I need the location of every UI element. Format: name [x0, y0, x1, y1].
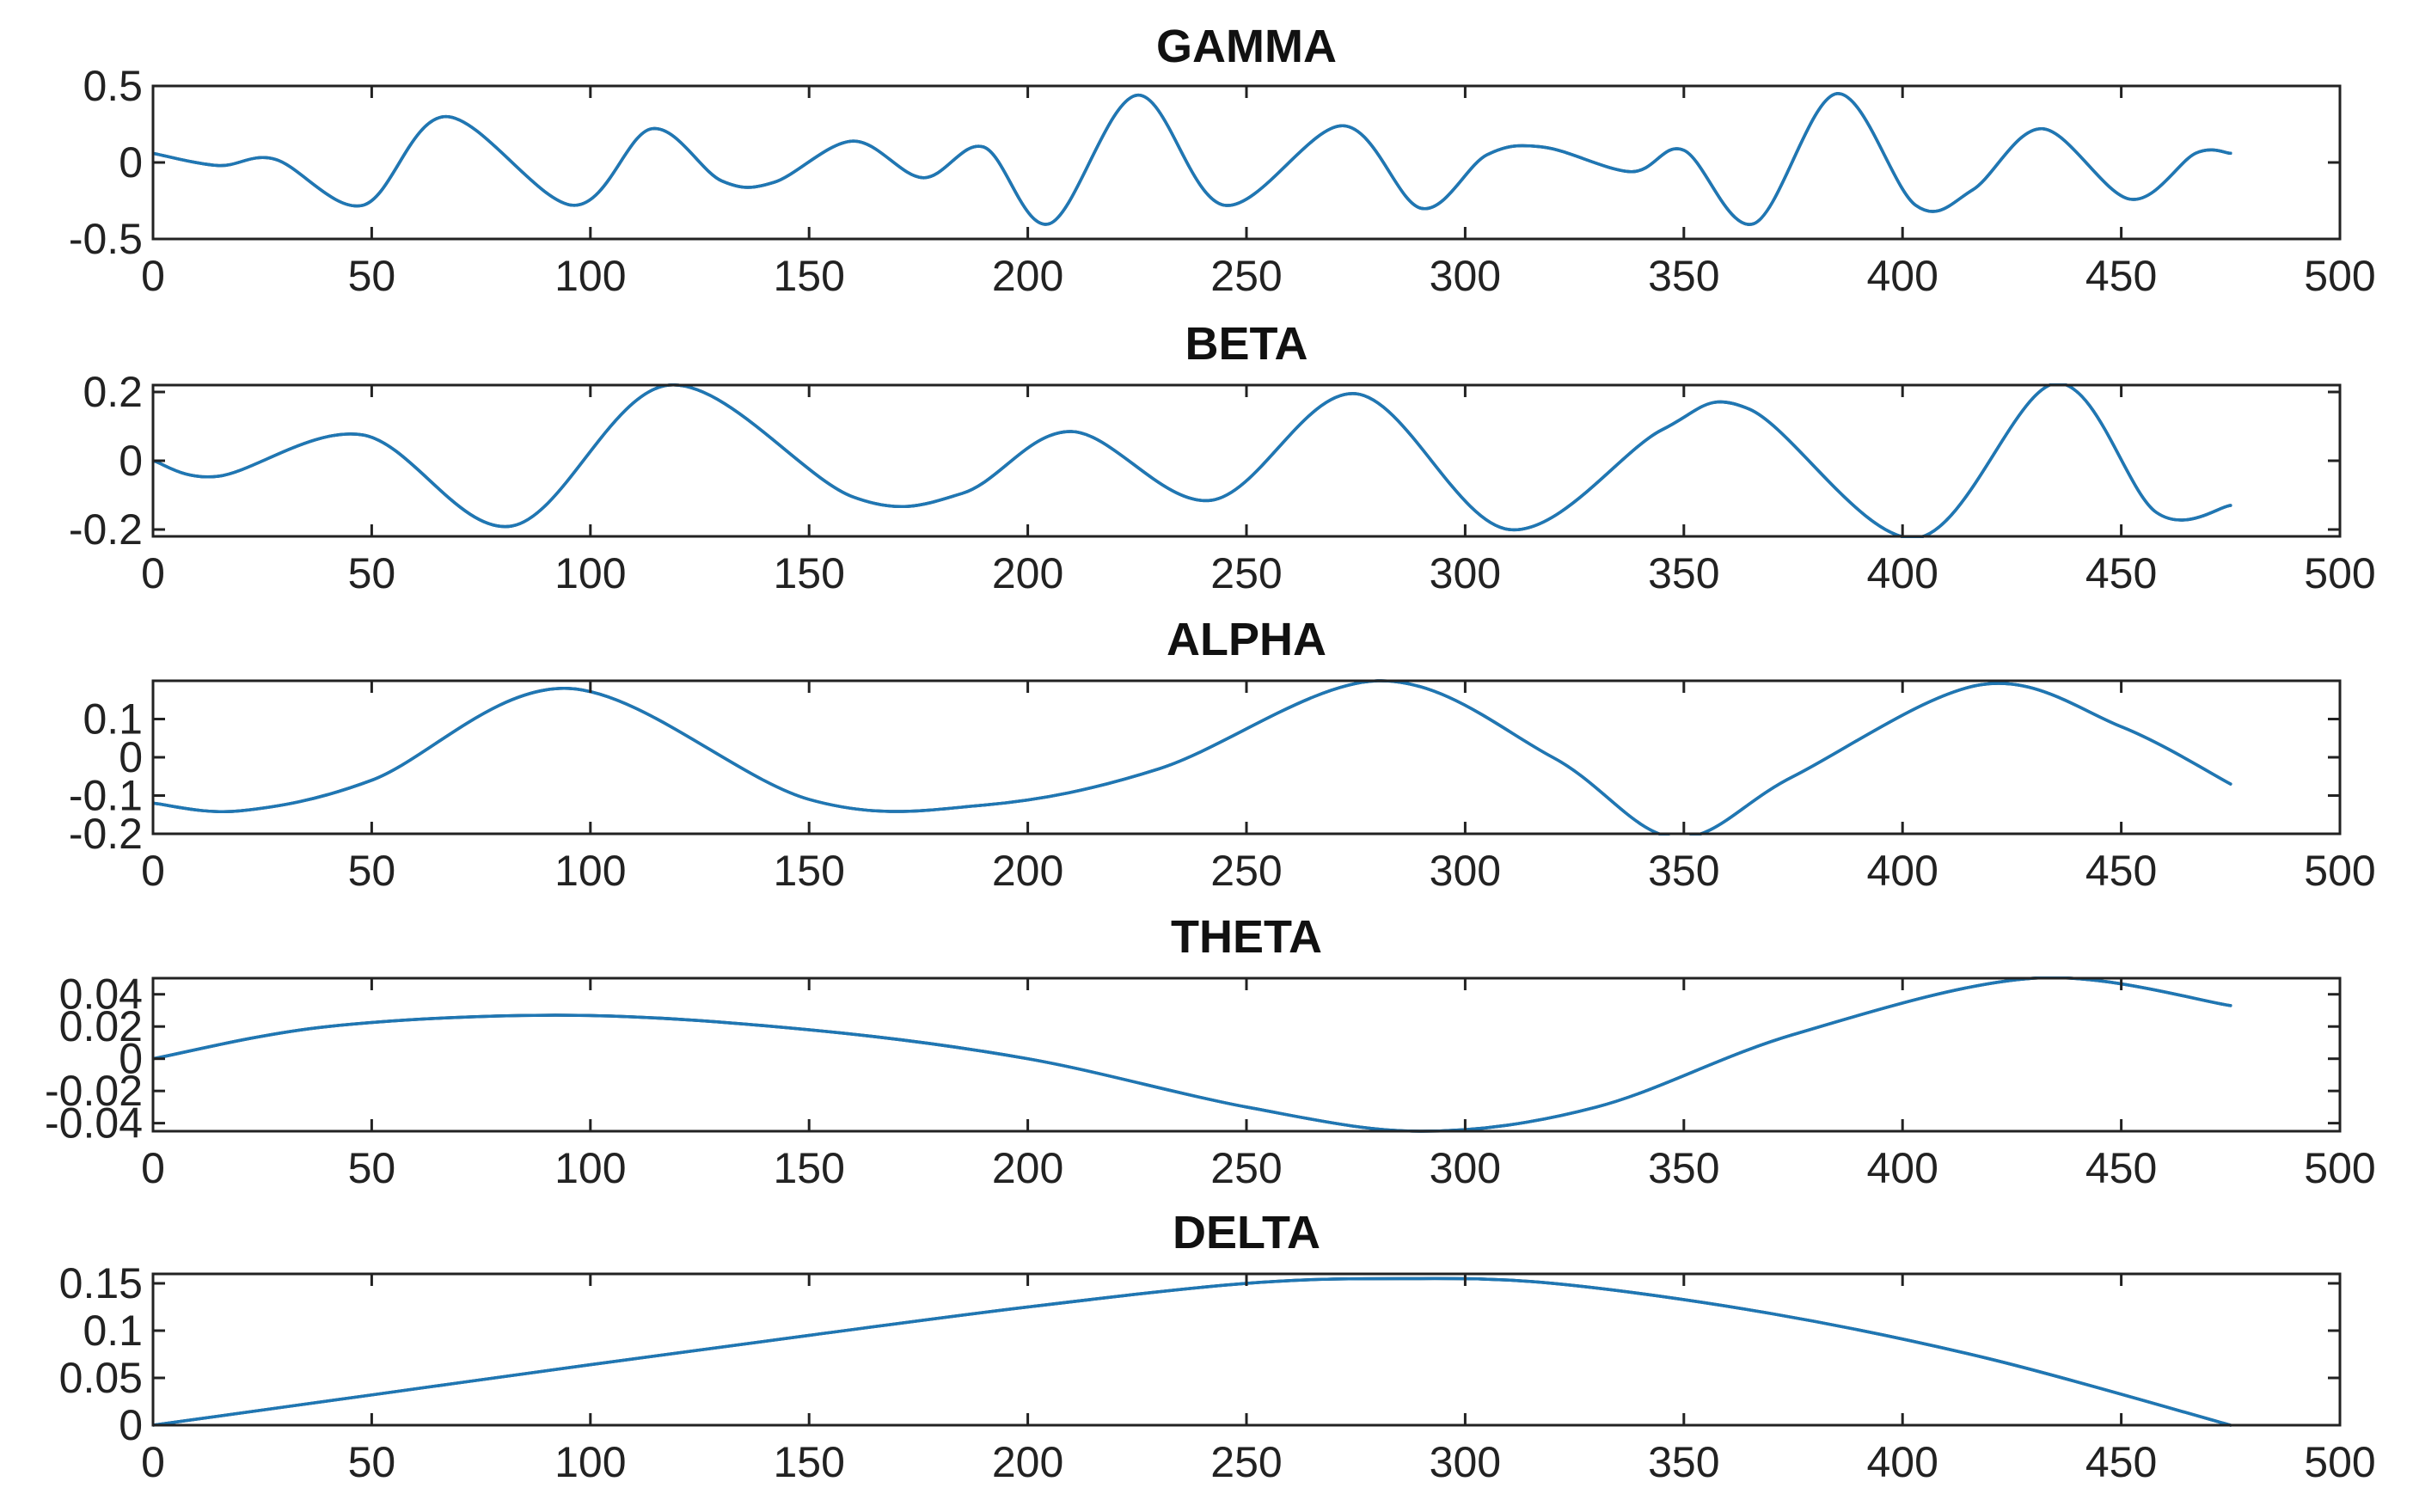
x-tick-label: 350: [1648, 847, 1719, 895]
y-tick-label: 0: [119, 733, 143, 781]
x-tick-label: 50: [348, 252, 396, 300]
x-tick-label: 200: [992, 847, 1063, 895]
x-tick-label: 0: [141, 1438, 165, 1486]
panel-title: THETA: [1171, 911, 1322, 963]
y-tick-label: 0.1: [83, 695, 143, 744]
x-tick-label: 200: [992, 549, 1063, 597]
x-tick-label: 450: [2085, 1144, 2157, 1192]
x-tick-label: 300: [1430, 1144, 1501, 1192]
x-tick-label: 150: [773, 549, 844, 597]
x-tick-label: 0: [141, 1144, 165, 1192]
x-tick-label: 150: [773, 252, 844, 300]
y-tick-label: 0.02: [59, 1002, 143, 1050]
y-tick-label: 0.15: [59, 1259, 143, 1307]
x-tick-label: 450: [2085, 847, 2157, 895]
panel-title: ALPHA: [1167, 614, 1326, 665]
panel-title: DELTA: [1173, 1207, 1320, 1258]
x-tick-label: 350: [1648, 1438, 1719, 1486]
x-tick-label: 100: [554, 1144, 626, 1192]
x-tick-label: 100: [554, 549, 626, 597]
axes-frame: [151, 84, 2342, 241]
x-tick-label: 250: [1210, 252, 1282, 300]
x-tick-label: 400: [1866, 549, 1938, 597]
series-line: [153, 92, 2232, 226]
x-tick-label: 0: [141, 847, 165, 895]
series-line-outline: [153, 383, 2232, 538]
x-tick-label: 200: [992, 1144, 1063, 1192]
x-tick-label: 50: [348, 549, 396, 597]
x-tick-label: 500: [2304, 847, 2375, 895]
y-tick-label: -0.5: [69, 215, 143, 263]
x-tick-label: 300: [1430, 252, 1501, 300]
x-tick-label: 0: [141, 549, 165, 597]
x-tick-label: 450: [2085, 1438, 2157, 1486]
panel-title: BETA: [1185, 318, 1308, 370]
x-tick-label: 200: [992, 252, 1063, 300]
series-line-outline: [153, 679, 2232, 836]
x-tick-label: 500: [2304, 549, 2375, 597]
x-tick-label: 0: [141, 252, 165, 300]
axes-frame: [151, 1272, 2342, 1427]
panel-theta: THETA 0 50 100 150 200 250 300 350 400 450 500 -0.04…: [45, 911, 2376, 1192]
x-tick-label: 350: [1648, 1144, 1719, 1192]
x-tick-label: 250: [1210, 549, 1282, 597]
y-tick-label: -0.1: [69, 772, 143, 820]
y-tick-label: 0: [119, 138, 143, 187]
y-tick-label: 0: [119, 437, 143, 485]
y-tick-label: 0.05: [59, 1354, 143, 1402]
y-tick-label: 0.2: [83, 368, 143, 416]
y-tick-label: 0.5: [83, 62, 143, 110]
x-tick-label: 50: [348, 1438, 396, 1486]
x-tick-label: 450: [2085, 252, 2157, 300]
x-tick-label: 500: [2304, 1144, 2375, 1192]
x-tick-label: 500: [2304, 252, 2375, 300]
x-tick-label: 350: [1648, 549, 1719, 597]
x-tick-label: 250: [1210, 1438, 1282, 1486]
x-tick-label: 250: [1210, 847, 1282, 895]
panel-alpha: ALPHA 0 50 100 150 200 250 300 350 400 450 500 -0.2-…: [69, 614, 2376, 895]
x-tick-label: 350: [1648, 252, 1719, 300]
series-line: [153, 383, 2232, 538]
y-tick-label: 0: [119, 1035, 143, 1083]
axes-frame: [151, 679, 2342, 836]
x-tick-label: 100: [554, 847, 626, 895]
y-tick-label: -0.2: [69, 810, 143, 858]
x-tick-label: 450: [2085, 549, 2157, 597]
x-tick-label: 150: [773, 1438, 844, 1486]
y-tick-label: 0: [119, 1401, 143, 1449]
axes-frame: [151, 383, 2342, 538]
x-tick-label: 300: [1430, 847, 1501, 895]
x-tick-label: 100: [554, 1438, 626, 1486]
y-tick-label: 0.04: [59, 970, 143, 1019]
x-tick-label: 50: [348, 1144, 396, 1192]
y-tick-label: 0.1: [83, 1307, 143, 1355]
y-tick-label: -0.04: [45, 1099, 143, 1148]
x-tick-label: 100: [554, 252, 626, 300]
x-tick-label: 400: [1866, 1144, 1938, 1192]
x-tick-label: 300: [1430, 549, 1501, 597]
series-line-outline: [153, 1276, 2232, 1427]
x-tick-label: 400: [1866, 252, 1938, 300]
x-tick-label: 400: [1866, 847, 1938, 895]
x-tick-label: 250: [1210, 1144, 1282, 1192]
series-line: [153, 976, 2232, 1133]
x-tick-label: 50: [348, 847, 396, 895]
x-tick-label: 150: [773, 847, 844, 895]
x-tick-label: 500: [2304, 1438, 2375, 1486]
series-line-outline: [153, 92, 2232, 226]
x-tick-label: 400: [1866, 1438, 1938, 1486]
y-tick-label: -0.02: [45, 1067, 143, 1115]
y-tick-label: -0.2: [69, 505, 143, 554]
x-tick-label: 150: [773, 1144, 844, 1192]
series-line-outline: [153, 976, 2232, 1133]
series-line: [153, 679, 2232, 836]
x-tick-label: 200: [992, 1438, 1063, 1486]
panel-title: GAMMA: [1156, 21, 1337, 72]
x-tick-label: 300: [1430, 1438, 1501, 1486]
series-line: [153, 1276, 2232, 1427]
